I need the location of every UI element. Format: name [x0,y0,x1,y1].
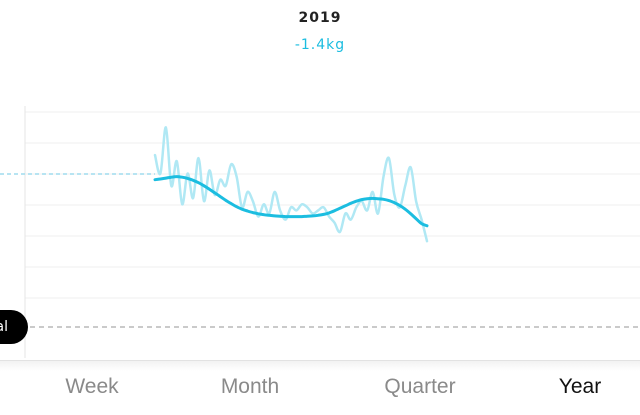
weight-change-value: -1.4kg [294,37,346,53]
tab-year[interactable]: Year [559,375,601,399]
raw-weight-series-line [153,126,429,243]
goal-badge-label: al [0,319,8,335]
period-label: 2019 [298,10,342,26]
tab-quarter-label: Quarter [384,375,456,398]
goal-badge[interactable]: al [0,310,28,344]
trend-weight-series-line [153,175,429,228]
tab-week-label: Week [65,375,119,398]
period-tab-bar: Week Month Quarter Year [0,360,640,415]
summary-header: 2019 -1.4kg [0,0,640,70]
grid-lines [25,111,640,299]
tab-quarter[interactable]: Quarter [384,375,455,399]
tab-month[interactable]: Month [221,375,279,399]
tab-month-label: Month [220,375,280,398]
tab-week[interactable]: Week [65,375,118,399]
tab-year-label: Year [558,375,602,398]
